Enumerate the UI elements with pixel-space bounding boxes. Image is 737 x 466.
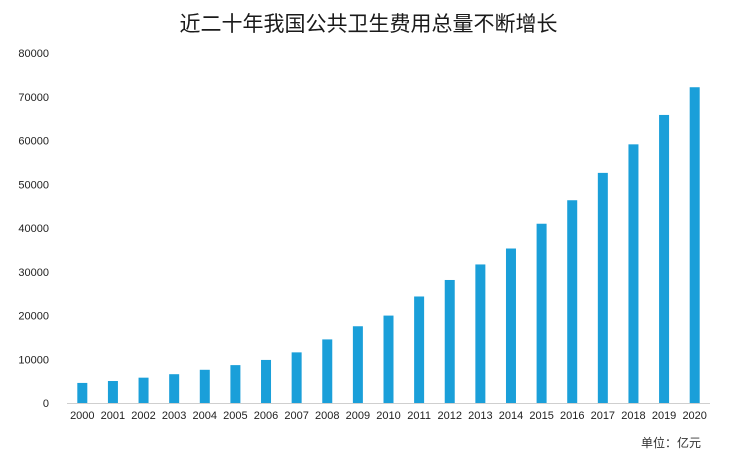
- y-tick-label: 0: [43, 398, 49, 410]
- y-tick-label: 30000: [18, 267, 49, 279]
- y-tick-label: 10000: [18, 354, 49, 366]
- x-tick-label: 2018: [621, 410, 645, 422]
- x-tick-label: 2015: [529, 410, 553, 422]
- x-tick-label: 2005: [223, 410, 247, 422]
- bar-2018: [628, 144, 639, 403]
- x-tick-label: 2016: [560, 410, 584, 422]
- x-tick-label: 2002: [131, 410, 155, 422]
- bar-2007: [291, 352, 302, 403]
- x-axis: 2000 2001 2002 2003 2004 2005 2006 2007 2008 2009…: [70, 410, 707, 422]
- x-tick-label: 2020: [682, 410, 706, 422]
- bar-2012: [444, 279, 455, 403]
- y-tick-label: 80000: [18, 48, 49, 60]
- x-tick-label: 2007: [284, 410, 308, 422]
- bars: [77, 87, 700, 404]
- bar-2006: [261, 359, 272, 403]
- y-tick-label: 40000: [18, 223, 49, 235]
- bar-2008: [322, 339, 333, 403]
- bar-2019: [659, 114, 670, 404]
- bar-2017: [597, 172, 608, 403]
- bar-2011: [414, 296, 425, 403]
- bar-2014: [505, 248, 516, 403]
- bar-2004: [199, 369, 210, 403]
- y-tick-label: 50000: [18, 179, 49, 191]
- x-tick-label: 2004: [193, 410, 217, 422]
- x-tick-label: 2001: [101, 410, 125, 422]
- x-tick-label: 2013: [468, 410, 492, 422]
- bar-2001: [107, 381, 118, 403]
- y-tick-label: 60000: [18, 136, 49, 148]
- x-tick-label: 2006: [254, 410, 278, 422]
- x-tick-label: 2003: [162, 410, 186, 422]
- x-tick-label: 2010: [376, 410, 400, 422]
- x-tick-label: 2011: [407, 410, 431, 422]
- unit-label: 单位：亿元: [640, 436, 701, 450]
- bar-2015: [536, 223, 547, 403]
- x-tick-label: 2000: [70, 410, 94, 422]
- y-axis: 0 10000 20000 30000 40000 50000 60000 70000 8000…: [18, 48, 49, 410]
- bar-2000: [77, 382, 88, 403]
- x-tick-label: 2019: [652, 410, 676, 422]
- x-tick-label: 2012: [437, 410, 461, 422]
- bar-2013: [475, 264, 486, 403]
- y-tick-label: 70000: [18, 92, 49, 104]
- bar-2016: [567, 200, 578, 403]
- bar-2010: [383, 315, 394, 403]
- bar-2005: [230, 365, 241, 403]
- bar-2009: [352, 326, 363, 403]
- y-tick-label: 20000: [18, 311, 49, 323]
- bar-2002: [138, 377, 149, 403]
- bar-2003: [169, 374, 180, 403]
- bar-2020: [689, 87, 700, 403]
- x-tick-label: 2009: [346, 410, 370, 422]
- x-tick-label: 2017: [591, 410, 615, 422]
- chart-title: 近二十年我国公共卫生费用总量不断增长: [179, 12, 558, 36]
- x-tick-label: 2008: [315, 410, 339, 422]
- x-tick-label: 2014: [499, 410, 523, 422]
